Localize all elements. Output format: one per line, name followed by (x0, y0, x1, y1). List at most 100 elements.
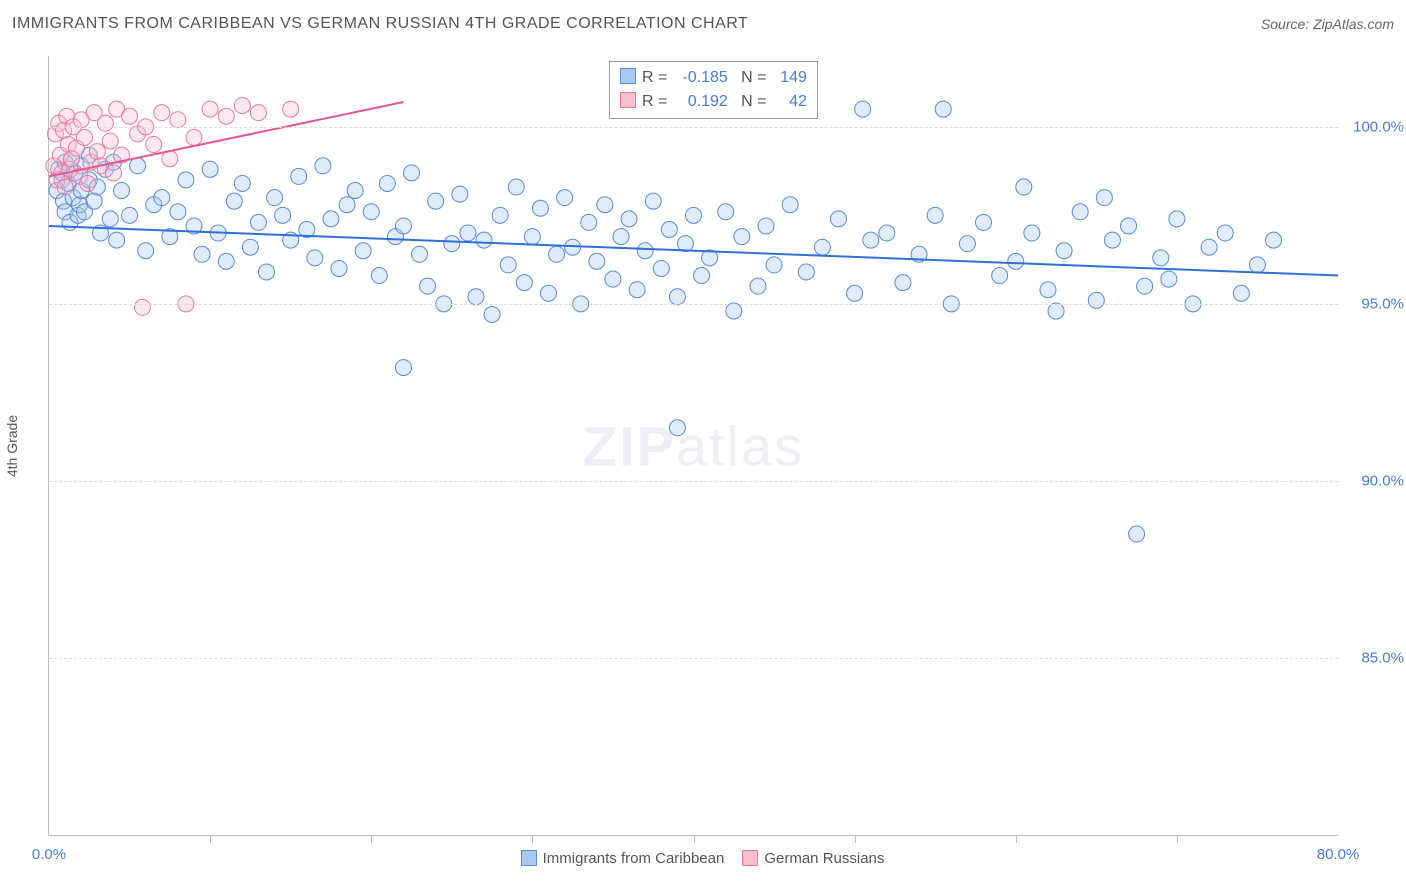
data-point (80, 175, 96, 191)
data-point (992, 268, 1008, 284)
data-point (621, 211, 637, 227)
data-point (363, 204, 379, 220)
data-point (1104, 232, 1120, 248)
legend-swatch (620, 68, 636, 84)
data-point (134, 299, 150, 315)
data-point (750, 278, 766, 294)
data-point (291, 168, 307, 184)
data-point (500, 257, 516, 273)
data-point (1201, 239, 1217, 255)
data-point (89, 144, 105, 160)
data-point (524, 229, 540, 245)
legend-r-label: R = (642, 69, 672, 86)
data-point (605, 271, 621, 287)
data-point (122, 108, 138, 124)
data-point (250, 214, 266, 230)
data-point (581, 214, 597, 230)
data-point (669, 420, 685, 436)
data-point (331, 260, 347, 276)
data-point (202, 101, 218, 117)
data-point (130, 158, 146, 174)
data-point (1056, 243, 1072, 259)
y-tick-label: 90.0% (1361, 472, 1404, 489)
data-point (102, 211, 118, 227)
legend-r-label: R = (642, 93, 672, 110)
data-point (395, 360, 411, 376)
data-point (339, 197, 355, 213)
data-point (589, 253, 605, 269)
series-legend: Immigrants from CaribbeanGerman Russians (49, 850, 1338, 867)
data-point (97, 115, 113, 131)
data-point (444, 236, 460, 252)
y-tick-label: 95.0% (1361, 295, 1404, 312)
x-tick-label: 0.0% (32, 846, 66, 863)
data-point (653, 260, 669, 276)
data-point (959, 236, 975, 252)
data-point (218, 253, 234, 269)
x-minor-tick (855, 835, 856, 843)
x-minor-tick (532, 835, 533, 843)
data-point (154, 190, 170, 206)
data-point (452, 186, 468, 202)
data-point (186, 129, 202, 145)
data-point (420, 278, 436, 294)
data-point (412, 246, 428, 262)
data-point (718, 204, 734, 220)
legend-series-label: Immigrants from Caribbean (543, 850, 725, 867)
data-point (371, 268, 387, 284)
data-point (516, 275, 532, 291)
data-point (259, 264, 275, 280)
legend-swatch (620, 92, 636, 108)
legend-swatch (742, 850, 758, 866)
legend-n-label: N = (728, 93, 771, 110)
data-point (935, 101, 951, 117)
data-point (226, 193, 242, 209)
data-point (146, 137, 162, 153)
data-point (1169, 211, 1185, 227)
y-axis-label: 4th Grade (4, 415, 20, 477)
data-point (613, 229, 629, 245)
data-point (1129, 526, 1145, 542)
data-point (1024, 225, 1040, 241)
legend-row: R = 0.192 N = 42 (620, 90, 807, 114)
gridline-h (49, 481, 1338, 482)
data-point (895, 275, 911, 291)
data-point (194, 246, 210, 262)
data-point (202, 161, 218, 177)
legend-n-label: N = (728, 69, 771, 86)
data-point (863, 232, 879, 248)
data-point (109, 232, 125, 248)
data-point (218, 108, 234, 124)
data-point (1121, 218, 1137, 234)
data-point (637, 243, 653, 259)
data-point (1008, 253, 1024, 269)
data-point (1048, 303, 1064, 319)
data-point (1137, 278, 1153, 294)
data-point (758, 218, 774, 234)
x-minor-tick (210, 835, 211, 843)
data-point (468, 289, 484, 305)
y-tick-label: 100.0% (1353, 118, 1404, 135)
data-point (1072, 204, 1088, 220)
data-point (170, 112, 186, 128)
data-point (629, 282, 645, 298)
data-point (178, 172, 194, 188)
gridline-h (49, 304, 1338, 305)
data-point (540, 285, 556, 301)
data-point (508, 179, 524, 195)
x-minor-tick (1177, 835, 1178, 843)
data-point (532, 200, 548, 216)
data-point (114, 183, 130, 199)
x-minor-tick (1016, 835, 1017, 843)
data-point (1088, 292, 1104, 308)
data-point (847, 285, 863, 301)
x-tick-label: 80.0% (1317, 846, 1360, 863)
data-point (428, 193, 444, 209)
data-point (1096, 190, 1112, 206)
data-point (814, 239, 830, 255)
data-point (1016, 179, 1032, 195)
data-point (86, 193, 102, 209)
legend-swatch (521, 850, 537, 866)
data-point (927, 207, 943, 223)
data-point (122, 207, 138, 223)
